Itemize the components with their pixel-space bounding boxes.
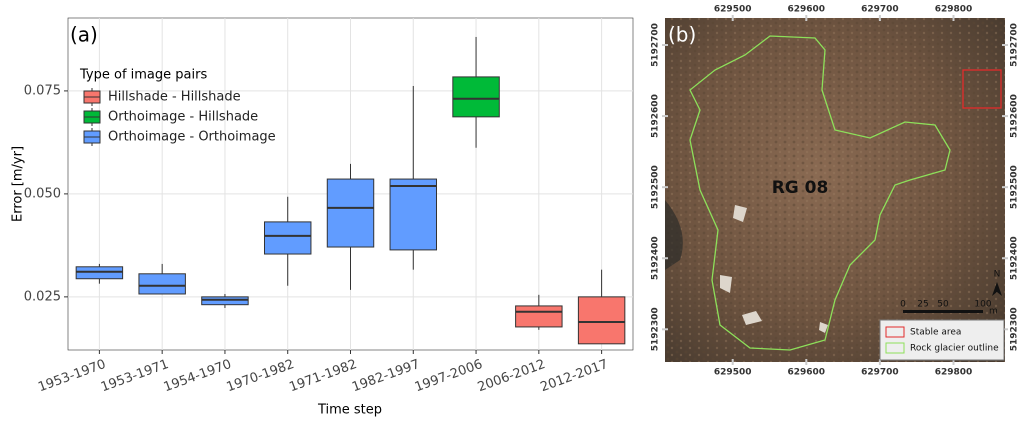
map-x-tick-label: 629700 (861, 368, 899, 378)
map-y-tick-label: 5192700 (651, 23, 661, 67)
y-tick-label: 0.075 (24, 83, 61, 98)
x-tick-label: 2012-2017 (538, 357, 610, 395)
x-tick-label: 2006-2012 (476, 357, 548, 395)
map-y-tick-label: 5192400 (1010, 236, 1020, 280)
scale-label: 0 (900, 300, 906, 310)
y-tick-label: 0.025 (24, 289, 61, 304)
x-axis-title: Time step (317, 403, 382, 418)
map-x-tick-label: 629800 (935, 368, 973, 378)
map-y-tick-label: 5192600 (651, 94, 661, 138)
x-tick-label: 1954-1970 (162, 357, 234, 395)
legend-title: Type of image pairs (79, 68, 207, 83)
map-legend-label: Stable area (910, 328, 961, 338)
box (515, 305, 563, 328)
shadow (665, 200, 683, 270)
legend-label: Orthoimage - Hillshade (108, 110, 258, 125)
box (389, 178, 438, 251)
map-x-tick-label: 629700 (861, 5, 899, 15)
stable-area (962, 69, 1002, 109)
scale-label: 25 (917, 300, 928, 310)
map-y-tick-label: 5192700 (1010, 23, 1020, 67)
map-y-tick-label: 5192600 (1010, 94, 1020, 138)
map-legend-key (885, 326, 905, 338)
map-x-tick-label: 629500 (714, 368, 752, 378)
scale-bar (903, 310, 983, 313)
x-tick-label: 1982-1997 (350, 357, 422, 395)
map-y-tick-label: 5192500 (1010, 165, 1020, 209)
map-y-tick-label: 5192300 (1010, 307, 1020, 351)
map-y-tick-label: 5192500 (651, 165, 661, 209)
panel-label: (b) (668, 23, 696, 47)
map-legend (879, 319, 1005, 361)
north-label: N (994, 270, 1001, 280)
box (201, 296, 249, 306)
map-x-tick-label: 629600 (788, 5, 826, 15)
box (75, 266, 124, 280)
map-y-tick-label: 5192300 (651, 307, 661, 351)
map-y-tick-label: 5192400 (651, 236, 661, 280)
north-arrow (992, 282, 1002, 296)
y-axis-title: Error [m/yr] (11, 146, 26, 222)
x-tick-label: 1953-1971 (99, 357, 171, 395)
y-tick-label: 0.050 (24, 186, 61, 201)
map-legend-key (885, 342, 905, 354)
box (138, 273, 186, 295)
box (326, 178, 375, 248)
box (263, 221, 312, 255)
x-tick-label: 1953-1970 (36, 357, 108, 395)
legend-label: Hillshade - Hillshade (108, 90, 241, 105)
scale-unit: m (989, 307, 998, 317)
map-x-tick-label: 629800 (935, 5, 973, 15)
scale-label: 100 (974, 300, 991, 310)
box (577, 296, 626, 345)
rock-glacier-outline (689, 35, 951, 351)
feature-label: RG 08 (772, 178, 829, 198)
image-texture (665, 18, 1005, 362)
map-legend-label: Rock glacier outline (910, 344, 999, 354)
map-x-tick-label: 629600 (788, 368, 826, 378)
x-tick-label: 1971-1982 (287, 357, 359, 395)
scale-label: 50 (937, 300, 949, 310)
x-tick-label: 1970-1982 (225, 357, 297, 395)
panel-label: (a) (70, 23, 98, 47)
legend-label: Orthoimage - Orthoimage (108, 130, 276, 145)
x-tick-label: 1997-2006 (413, 357, 485, 395)
map-x-tick-label: 629500 (714, 5, 752, 15)
box (452, 76, 500, 118)
